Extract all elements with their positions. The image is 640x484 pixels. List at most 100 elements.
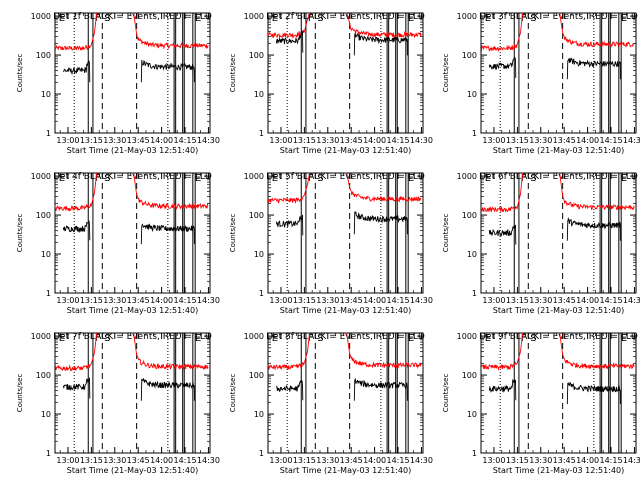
y-tick-label: 100 [462, 51, 477, 60]
marker-label: S [530, 13, 536, 24]
y-tick-label: 10 [254, 250, 264, 259]
x-tick-label: 13:30 [316, 456, 339, 465]
y-axis-label: Counts/sec [229, 214, 237, 253]
panel-title: Det 3f BLACK = Events, RED = LLD [479, 12, 638, 22]
y-tick-label: 100 [249, 211, 264, 220]
detector-panel-8: Det 8f BLACK = Events, RED = LLD Counts/s… [229, 332, 433, 475]
plot-frame [267, 12, 424, 134]
series-events-line [488, 56, 621, 80]
marker-label: E [408, 13, 414, 24]
marker-label: E [485, 333, 491, 344]
y-tick-label: 1000 [457, 172, 477, 181]
x-tick-label: 13:30 [529, 456, 552, 465]
plot-frame [480, 172, 637, 294]
marker-label: F [308, 333, 314, 344]
plot-frame [54, 332, 211, 454]
y-tick-label: 1000 [244, 12, 264, 21]
detector-panel-2: Det 2f BLACK = Events, RED = LLD Counts/s… [229, 12, 433, 155]
marker-label: E [408, 333, 414, 344]
marker-label: S [104, 173, 110, 184]
x-tick-label: 13:15 [293, 456, 316, 465]
x-tick-label: 13:15 [80, 456, 103, 465]
x-tick-label: 13:45 [340, 456, 363, 465]
marker-label: F [95, 13, 101, 24]
series-lld-line [268, 13, 422, 39]
y-tick-label: 10 [41, 90, 51, 99]
x-tick-label: 14:15 [386, 296, 409, 305]
x-tick-label: 14:00 [576, 296, 599, 305]
x-tick-label: 13:45 [553, 136, 576, 145]
y-axis-label: Counts/sec [442, 54, 450, 93]
plot-frame [54, 172, 211, 294]
x-tick-label: 14:15 [173, 456, 196, 465]
x-tick-label: 14:00 [150, 296, 173, 305]
x-axis-label: Start Time (21-May-03 12:51:40) [493, 146, 624, 155]
y-axis-label: Counts/sec [229, 374, 237, 413]
y-tick-label: 100 [462, 211, 477, 220]
x-axis-label: Start Time (21-May-03 12:51:40) [280, 466, 411, 475]
x-tick-label: 13:00 [482, 296, 505, 305]
panel-title: Det 1f BLACK = Events, RED = LLD [53, 12, 212, 22]
marker-label: F [95, 333, 101, 344]
marker-label: E [621, 333, 627, 344]
x-tick-label: 14:00 [150, 136, 173, 145]
y-tick-label: 100 [36, 51, 51, 60]
y-tick-label: 1 [472, 289, 477, 298]
marker-label: E [272, 173, 278, 184]
detector-panel-1: Det 1f BLACK = Events, RED = LLD Counts/s… [16, 12, 220, 155]
panel-title: Det 2f BLACK = Events, RED = LLD [266, 12, 425, 22]
y-tick-label: 1 [46, 289, 51, 298]
marker-label: S [317, 13, 323, 24]
x-axis-label: Start Time (21-May-03 12:51:40) [493, 466, 624, 475]
series-lld-line [481, 13, 635, 53]
marker-label: E [195, 13, 201, 24]
marker-label: E [59, 13, 65, 24]
detector-panel-3: Det 3f BLACK = Events, RED = LLD Counts/s… [442, 12, 640, 155]
x-tick-label: 14:00 [576, 456, 599, 465]
x-tick-label: 13:15 [80, 136, 103, 145]
panel-title: Det 8f BLACK = Events, RED = LLD [266, 332, 425, 342]
x-axis-label: Start Time (21-May-03 12:51:40) [493, 306, 624, 315]
x-tick-label: 14:30 [623, 136, 640, 145]
x-tick-label: 14:00 [363, 136, 386, 145]
y-tick-label: 10 [254, 90, 264, 99]
y-tick-label: 100 [36, 211, 51, 220]
panel-title: Det 5f BLACK = Events, RED = LLD [266, 172, 425, 182]
y-tick-label: 1000 [244, 172, 264, 181]
x-tick-label: 14:30 [410, 136, 433, 145]
y-axis-label: Counts/sec [16, 374, 24, 413]
y-tick-label: 10 [41, 250, 51, 259]
panel-title: Det 6f BLACK = Events, RED = LLD [479, 172, 638, 182]
x-tick-label: 13:00 [482, 456, 505, 465]
marker-label: E [621, 173, 627, 184]
series-lld-line [55, 173, 209, 212]
series-events-line [62, 59, 195, 83]
y-axis-label: Counts/sec [442, 214, 450, 253]
x-tick-label: 13:45 [127, 296, 150, 305]
x-tick-label: 14:15 [386, 136, 409, 145]
marker-label: F [308, 173, 314, 184]
x-tick-label: 14:30 [410, 296, 433, 305]
x-tick-label: 13:45 [553, 456, 576, 465]
x-tick-label: 13:00 [56, 136, 79, 145]
x-tick-label: 13:00 [269, 136, 292, 145]
x-tick-label: 14:15 [173, 136, 196, 145]
x-tick-label: 13:30 [103, 456, 126, 465]
x-axis-label: Start Time (21-May-03 12:51:40) [67, 146, 198, 155]
x-tick-label: 14:30 [197, 456, 220, 465]
x-tick-label: 14:15 [173, 296, 196, 305]
y-axis-label: Counts/sec [442, 374, 450, 413]
marker-label: F [521, 333, 527, 344]
y-tick-label: 10 [467, 410, 477, 419]
x-tick-label: 13:45 [127, 136, 150, 145]
x-tick-label: 13:45 [340, 136, 363, 145]
marker-label: S [104, 13, 110, 24]
x-axis-label: Start Time (21-May-03 12:51:40) [67, 466, 198, 475]
y-tick-label: 1000 [31, 172, 51, 181]
plot-frame [54, 12, 211, 134]
marker-label: F [95, 173, 101, 184]
marker-label: E [59, 333, 65, 344]
marker-label: F [308, 13, 314, 24]
panel-title: Det 4f BLACK = Events, RED = LLD [53, 172, 212, 182]
